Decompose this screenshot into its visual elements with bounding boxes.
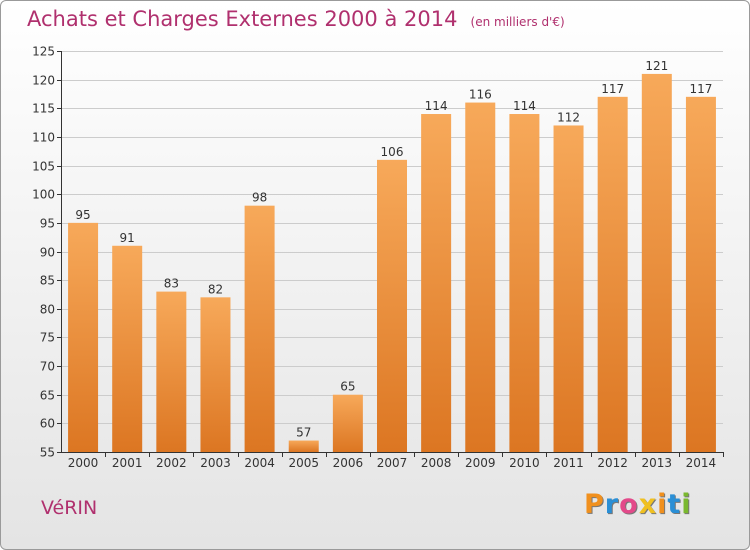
data-label: 57: [296, 426, 311, 440]
x-tick-label: 2010: [509, 456, 540, 470]
data-label: 114: [513, 99, 536, 113]
logo-letter: r: [604, 489, 620, 520]
bar: [68, 222, 99, 452]
x-tick-label: 2001: [112, 456, 143, 470]
logo-letter: t: [667, 489, 682, 520]
y-tick-label: 60: [40, 417, 55, 431]
bar: [641, 73, 672, 453]
logo-letter: i: [681, 489, 692, 520]
logo-letter: o: [619, 489, 639, 520]
x-tick-label: 2012: [597, 456, 628, 470]
data-label: 98: [252, 191, 267, 205]
y-tick-label: 115: [32, 102, 55, 116]
bar: [377, 159, 407, 453]
labels: 2000 95 2001 91 2002 83 2003 82 2004 98 2005 57 2006…: [68, 59, 716, 470]
x-tick-label: 2004: [244, 456, 275, 470]
data-label: 117: [601, 82, 624, 96]
bars: [68, 73, 716, 453]
axes: 55 60 65 70 75 80 85 90 95 100 105 110 115 120 125: [32, 45, 724, 460]
bar: [421, 114, 452, 452]
data-label: 121: [645, 59, 668, 73]
logo-letter: P: [584, 489, 605, 520]
y-tick-label: 125: [32, 45, 55, 59]
data-label: 114: [425, 99, 448, 113]
data-label: 83: [164, 277, 179, 291]
x-tick-label: 2003: [200, 456, 231, 470]
bar: [597, 96, 628, 452]
bar: [509, 114, 540, 452]
bar: [156, 291, 187, 452]
y-tick-label: 65: [40, 389, 55, 403]
y-tick-label: 90: [40, 246, 55, 260]
y-tick-label: 110: [32, 131, 55, 145]
bar: [112, 245, 143, 452]
data-label: 91: [120, 231, 135, 245]
x-tick-label: 2005: [288, 456, 319, 470]
bar: [288, 440, 319, 452]
bar: [553, 125, 584, 452]
data-label: 82: [208, 282, 223, 296]
x-tick-label: 2011: [553, 456, 584, 470]
logo-letter: x: [638, 489, 658, 520]
bar: [465, 102, 496, 453]
y-tick-label: 100: [32, 188, 55, 202]
data-label: 106: [381, 145, 404, 159]
x-tick-label: 2007: [377, 456, 408, 470]
y-tick-label: 105: [32, 160, 55, 174]
logo-letter: i: [657, 489, 668, 520]
data-label: 95: [75, 208, 90, 222]
proxiti-logo[interactable]: Proxiti: [584, 489, 692, 520]
chart-title-block: Achats et Charges Externes 2000 à 2014 (…: [27, 7, 565, 31]
x-tick-label: 2000: [68, 456, 99, 470]
x-tick-label: 2014: [686, 456, 717, 470]
bar: [332, 394, 363, 452]
y-tick-label: 85: [40, 274, 55, 288]
chart-title: Achats et Charges Externes 2000 à 2014: [27, 7, 458, 31]
chart-unit: (en milliers d'€): [470, 15, 565, 29]
data-label: 112: [557, 110, 580, 124]
y-tick-label: 75: [40, 331, 55, 345]
bar: [200, 297, 231, 452]
y-tick-label: 95: [40, 217, 55, 231]
x-tick-label: 2009: [465, 456, 496, 470]
x-tick-label: 2008: [421, 456, 452, 470]
y-tick-label: 55: [40, 446, 55, 460]
y-tick-label: 70: [40, 360, 55, 374]
y-tick-label: 120: [32, 74, 55, 88]
bar: [685, 96, 716, 452]
x-tick-label: 2013: [642, 456, 673, 470]
data-label: 116: [469, 88, 492, 102]
x-tick-label: 2002: [156, 456, 187, 470]
x-tick-label: 2006: [333, 456, 364, 470]
bar: [244, 205, 275, 452]
data-label: 117: [689, 82, 712, 96]
commune-name: VéRIN: [41, 497, 98, 519]
y-tick-label: 80: [40, 303, 55, 317]
data-label: 65: [340, 380, 355, 394]
